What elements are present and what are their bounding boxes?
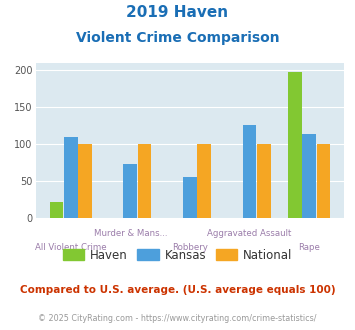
Legend: Haven, Kansas, National: Haven, Kansas, National xyxy=(59,245,296,265)
Bar xyxy=(64,137,77,218)
Bar xyxy=(50,202,63,218)
Text: All Violent Crime: All Violent Crime xyxy=(35,243,106,251)
Bar xyxy=(197,144,211,218)
Bar xyxy=(124,164,137,218)
Text: Aggravated Assault: Aggravated Assault xyxy=(207,229,292,238)
Bar xyxy=(302,134,316,218)
Bar xyxy=(78,144,92,218)
Bar xyxy=(138,144,152,218)
Bar xyxy=(243,125,256,218)
Text: Compared to U.S. average. (U.S. average equals 100): Compared to U.S. average. (U.S. average … xyxy=(20,285,335,295)
Text: Murder & Mans...: Murder & Mans... xyxy=(94,229,167,238)
Text: 2019 Haven: 2019 Haven xyxy=(126,5,229,20)
Text: Violent Crime Comparison: Violent Crime Comparison xyxy=(76,31,279,45)
Bar xyxy=(257,144,271,218)
Text: Robbery: Robbery xyxy=(172,243,208,251)
Bar xyxy=(288,72,302,218)
Bar xyxy=(183,177,197,218)
Text: © 2025 CityRating.com - https://www.cityrating.com/crime-statistics/: © 2025 CityRating.com - https://www.city… xyxy=(38,314,317,323)
Bar xyxy=(317,144,330,218)
Text: Rape: Rape xyxy=(298,243,320,251)
